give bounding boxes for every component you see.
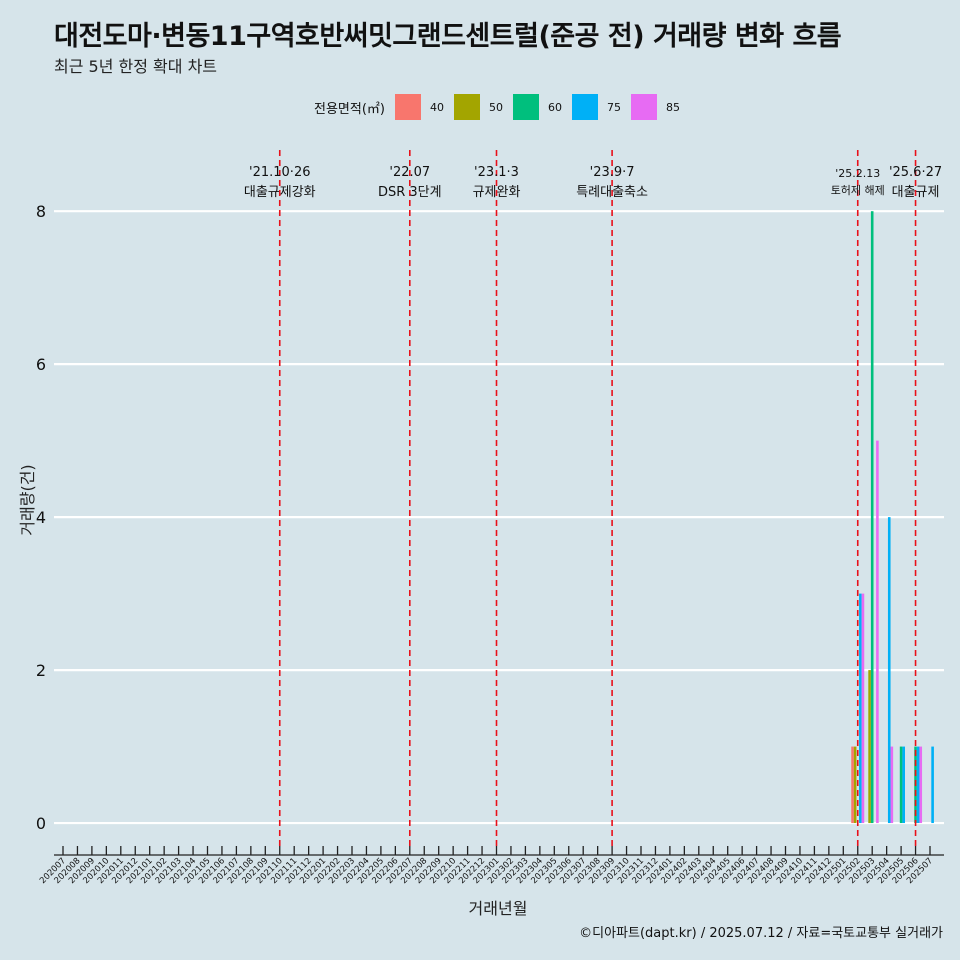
event-text-label: DSR 3단계 (378, 185, 442, 200)
bar-60-202503 (870, 211, 874, 824)
source-caption: ©디아파트(dapt.kr) / 2025.07.12 / 자료=국토교통부 실… (579, 926, 943, 941)
legend-label-60: 60 (547, 100, 562, 114)
chart-subtitle: 최근 5년 한정 확대 차트 (54, 57, 218, 76)
legend-label-75: 75 (606, 100, 621, 114)
event-date-label: '23.1·3 (474, 165, 519, 180)
bar-85-202506 (919, 746, 923, 824)
event-date-label: '22.07 (389, 165, 430, 180)
legend-item-50: 50 (453, 94, 503, 120)
legend-item-75: 75 (571, 94, 621, 120)
bar-75-202507 (931, 746, 934, 824)
legend-swatch-50 (453, 94, 480, 120)
bar-85-202504 (890, 746, 894, 824)
legend-swatch-60 (512, 94, 539, 120)
event-date-label: '25.6·27 (889, 165, 942, 180)
bar-50-202503 (868, 670, 871, 824)
y-tick-label: 2 (36, 661, 46, 680)
legend-label-50: 50 (488, 100, 503, 114)
legend-item-40: 40 (394, 94, 444, 120)
legend-label-85: 85 (665, 100, 680, 114)
event-date-label: '25.2.13 (835, 167, 880, 180)
y-tick-label: 6 (36, 355, 46, 374)
legend-swatch-75 (571, 94, 598, 120)
legend-swatch-40 (394, 94, 421, 120)
bar-75-202506 (916, 746, 920, 824)
event-text-label: 특례대출축소 (576, 185, 648, 200)
event-date-label: '21.10·26 (249, 165, 310, 180)
bar-60-202505 (899, 746, 903, 824)
y-axis-title: 거래량(건) (18, 464, 37, 535)
event-text-label: 토허제 해제 (831, 183, 885, 197)
bar-40-202502 (851, 746, 854, 824)
bar-85-202503 (876, 440, 879, 824)
bar-75-202504 (887, 517, 891, 824)
bar-75-202502 (859, 593, 862, 824)
legend-item-60: 60 (512, 94, 562, 120)
x-axis-title: 거래년월 (469, 899, 528, 918)
chart-title: 대전도마·변동11구역호반써밋그랜드센트럴(준공 전) 거래량 변화 흐름 (54, 21, 842, 52)
legend-title: 전용면적(㎡) (314, 101, 385, 117)
event-text-label: 규제완화 (473, 185, 521, 200)
event-date-label: '23.9·7 (590, 165, 635, 180)
y-tick-label: 0 (36, 814, 46, 833)
legend-item-85: 85 (630, 94, 680, 120)
legend: 전용면적(㎡) 40 50 60 75 85 (314, 93, 690, 121)
bar-50-202502 (853, 746, 857, 824)
event-text-label: 대출규제 (892, 185, 940, 200)
bar-85-202502 (861, 593, 865, 824)
bar-75-202505 (902, 746, 905, 824)
legend-swatch-85 (630, 94, 657, 120)
legend-label-40: 40 (429, 100, 444, 114)
y-tick-label: 4 (36, 508, 46, 527)
y-tick-label: 8 (36, 202, 46, 221)
event-text-label: 대출규제강화 (244, 185, 316, 200)
